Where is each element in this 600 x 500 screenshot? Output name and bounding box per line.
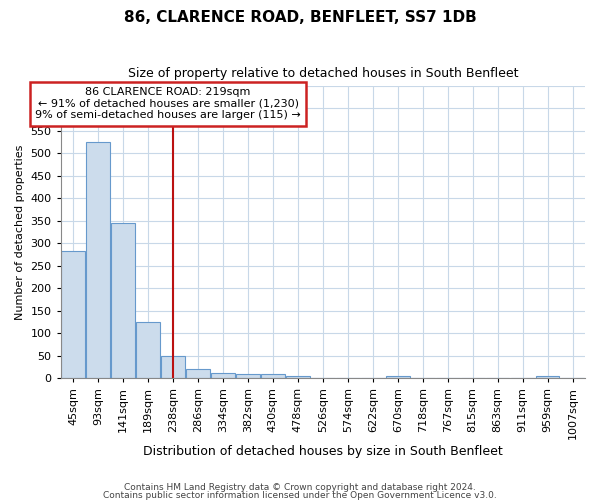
Bar [236,374,260,378]
Title: Size of property relative to detached houses in South Benfleet: Size of property relative to detached ho… [128,68,518,80]
Text: 86 CLARENCE ROAD: 219sqm
← 91% of detached houses are smaller (1,230)
9% of semi: 86 CLARENCE ROAD: 219sqm ← 91% of detach… [35,87,301,120]
Bar [186,369,210,378]
Bar [161,356,185,378]
Bar [286,376,310,378]
Bar [61,251,85,378]
Bar [536,376,559,378]
Bar [211,372,235,378]
X-axis label: Distribution of detached houses by size in South Benfleet: Distribution of detached houses by size … [143,444,503,458]
Bar [136,322,160,378]
Bar [86,142,110,378]
Text: 86, CLARENCE ROAD, BENFLEET, SS7 1DB: 86, CLARENCE ROAD, BENFLEET, SS7 1DB [124,10,476,25]
Text: Contains public sector information licensed under the Open Government Licence v3: Contains public sector information licen… [103,490,497,500]
Bar [261,374,285,378]
Bar [386,376,410,378]
Bar [111,223,135,378]
Y-axis label: Number of detached properties: Number of detached properties [15,144,25,320]
Text: Contains HM Land Registry data © Crown copyright and database right 2024.: Contains HM Land Registry data © Crown c… [124,484,476,492]
